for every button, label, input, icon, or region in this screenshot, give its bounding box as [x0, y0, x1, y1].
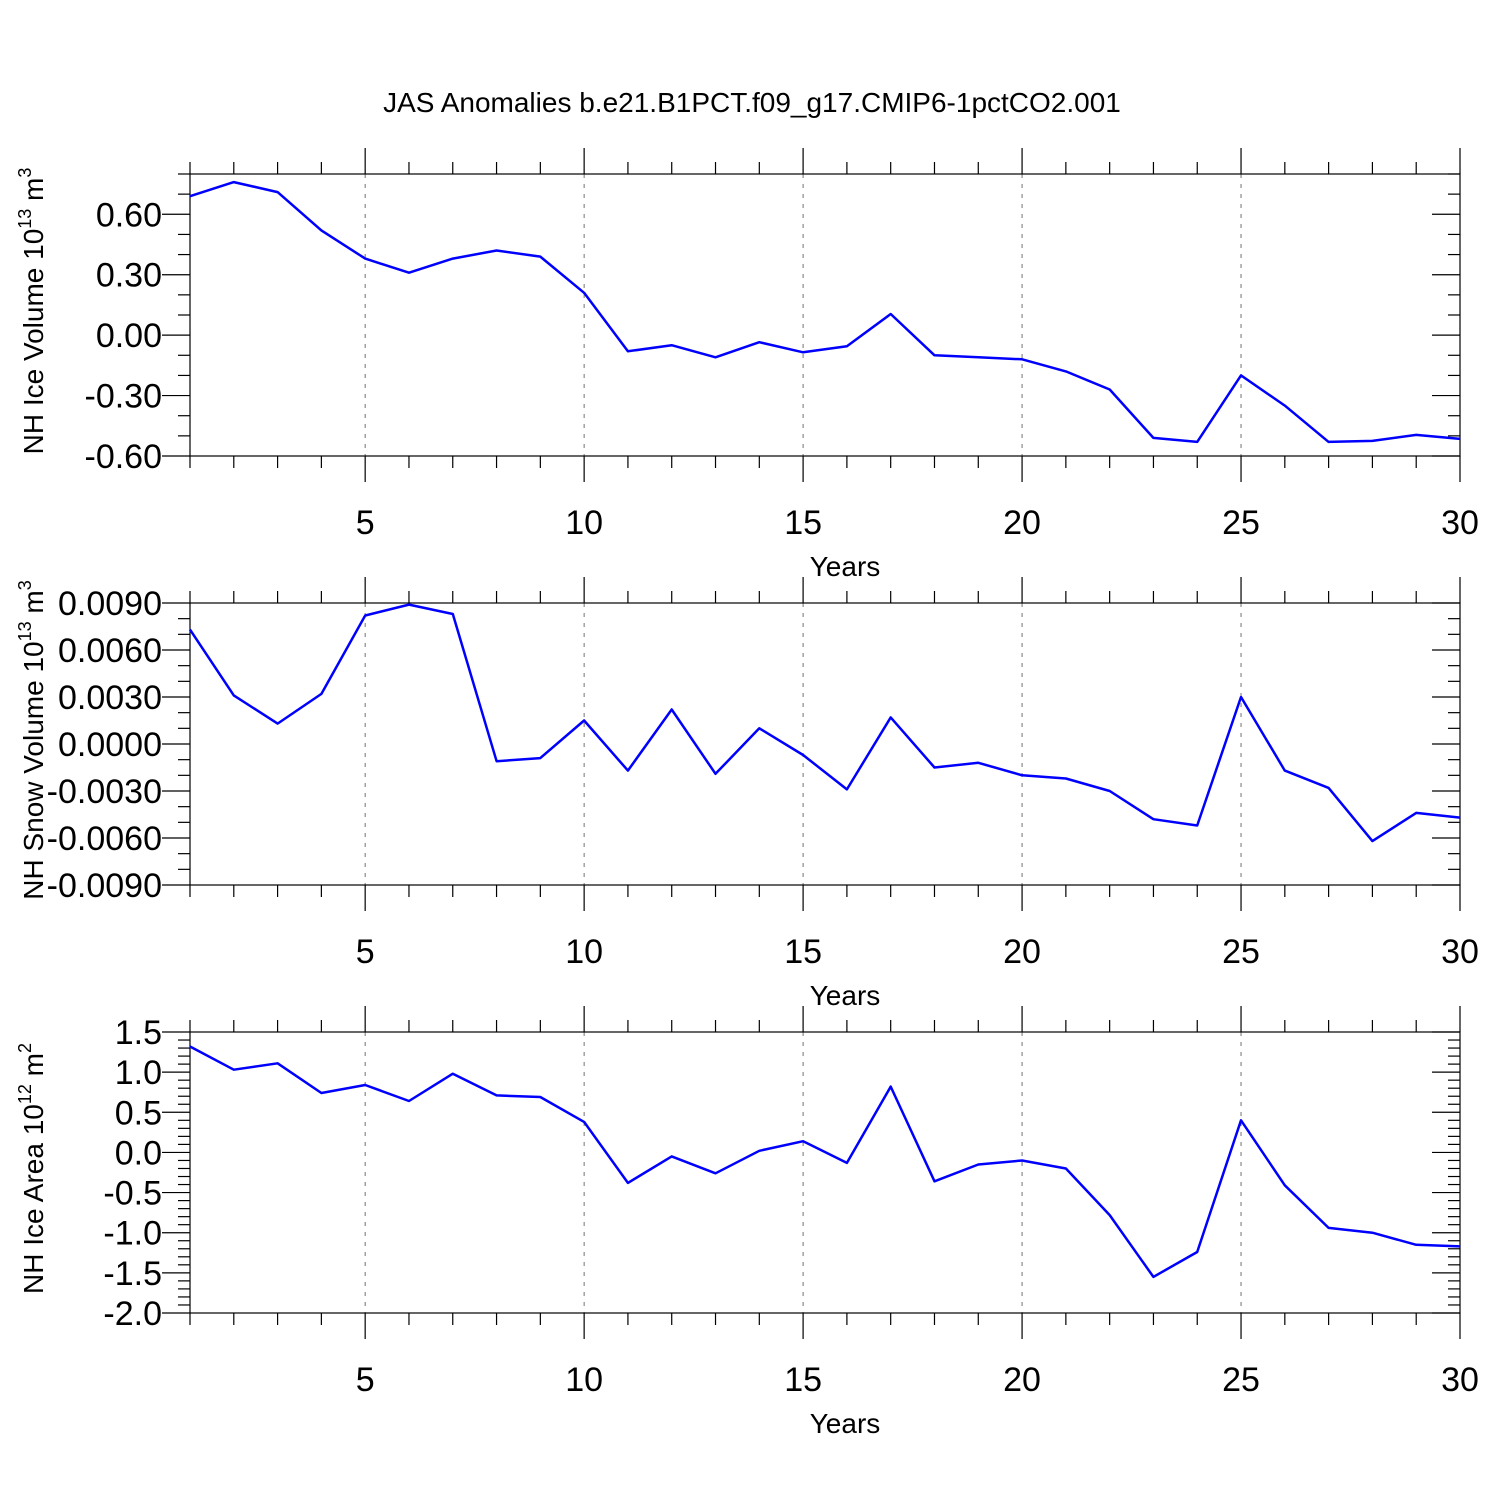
x-tick-label: 25 — [1222, 504, 1260, 542]
panel-1: -0.60 -0.30 0.00 0.30 0.60 5 10 15 20 25 30 Years NH… — [15, 148, 1479, 582]
y-axis-label-text: m — [18, 178, 49, 209]
plot-frame — [189, 1031, 1461, 1314]
y-axis-label: NH Ice Volume 1013 m3 — [15, 168, 49, 455]
y-tick-label: 0.0000 — [58, 726, 162, 764]
y-tick-label: 0.60 — [96, 196, 162, 234]
x-tick-label: 5 — [356, 933, 375, 971]
x-tick-label: 15 — [784, 504, 822, 542]
plot-frame — [189, 173, 1461, 457]
panel-2: -0.0090 -0.0060 -0.0030 0.0000 0.0030 0.0060 0… — [15, 577, 1479, 1011]
y-tick-label: 0.00 — [96, 317, 162, 355]
x-tick-label: 10 — [565, 933, 603, 971]
y-axis-label: NH Ice Area 1012 m2 — [15, 1043, 49, 1294]
x-tick-label: 30 — [1441, 504, 1479, 542]
x-tick-label: 15 — [784, 1361, 822, 1399]
y-tick-label: 1.0 — [115, 1054, 162, 1092]
y-tick-label: -0.60 — [85, 438, 163, 476]
x-axis-label: Years — [810, 551, 881, 582]
y-axis-label-exponent: 3 — [15, 580, 35, 590]
y-axis-label: NH Snow Volume 1013 m3 — [15, 580, 49, 900]
y-axis-label-text: NH Snow Volume 10 — [18, 641, 49, 899]
y-axis-label-exponent: 13 — [15, 209, 35, 229]
x-tick-label: 25 — [1222, 933, 1260, 971]
y-axis-label-text: NH Ice Area 10 — [18, 1104, 49, 1294]
x-tick-label: 5 — [356, 1361, 375, 1399]
panel-3: -2.0-1.5-1.0-0.50.00.51.01.5 5 10 15 20 25 30 Y… — [15, 1006, 1479, 1439]
y-tick-label: 0.0060 — [58, 632, 162, 670]
y-tick-label: -1.5 — [103, 1255, 162, 1293]
chart-title: JAS Anomalies b.e21.B1PCT.f09_g17.CMIP6-… — [383, 87, 1121, 118]
y-tick-label: 0.30 — [96, 257, 162, 295]
y-tick-label: 0.5 — [115, 1094, 162, 1132]
y-axis-label-text: m — [18, 1053, 49, 1084]
x-tick-label: 30 — [1441, 933, 1479, 971]
y-axis-label-exponent: 3 — [15, 168, 35, 178]
y-tick-label: 1.5 — [115, 1014, 162, 1052]
y-axis-label-exponent: 2 — [15, 1043, 35, 1053]
y-tick-label: 0.0090 — [58, 585, 162, 623]
x-axis-label: Years — [810, 980, 881, 1011]
y-tick-label: -0.0060 — [47, 820, 162, 858]
y-tick-label: -0.30 — [85, 378, 163, 416]
series-line-1 — [188, 603, 1461, 843]
y-tick-label: -0.0090 — [47, 867, 162, 905]
y-tick-label: 0.0030 — [58, 679, 162, 717]
x-tick-label: 20 — [1003, 504, 1041, 542]
y-tick-label: -0.0030 — [47, 773, 162, 811]
y-tick-label: -1.0 — [103, 1215, 162, 1253]
x-tick-label: 15 — [784, 933, 822, 971]
y-axis-label-exponent: 13 — [15, 621, 35, 641]
x-tick-label: 10 — [565, 504, 603, 542]
y-axis-label-exponent: 12 — [15, 1084, 35, 1104]
x-tick-label: 25 — [1222, 1361, 1260, 1399]
x-tick-label: 30 — [1441, 1361, 1479, 1399]
y-tick-label: 0.0 — [115, 1134, 162, 1172]
y-axis-label-text: m — [18, 590, 49, 621]
y-axis-label-text: NH Ice Volume 10 — [18, 229, 49, 455]
panels: -0.60-0.300.000.300.605 10 15 20 25 30YearsNH… — [15, 148, 1479, 1439]
x-tick-label: 20 — [1003, 1361, 1041, 1399]
series-line-1 — [189, 180, 1461, 444]
x-tick-label: 10 — [565, 1361, 603, 1399]
x-axis-label: Years — [810, 1408, 881, 1439]
x-tick-label: 20 — [1003, 933, 1041, 971]
y-tick-label: -0.5 — [103, 1175, 162, 1213]
series-line-1 — [189, 1045, 1461, 1279]
y-tick-label: -2.0 — [103, 1295, 162, 1333]
x-tick-label: 5 — [356, 504, 375, 542]
